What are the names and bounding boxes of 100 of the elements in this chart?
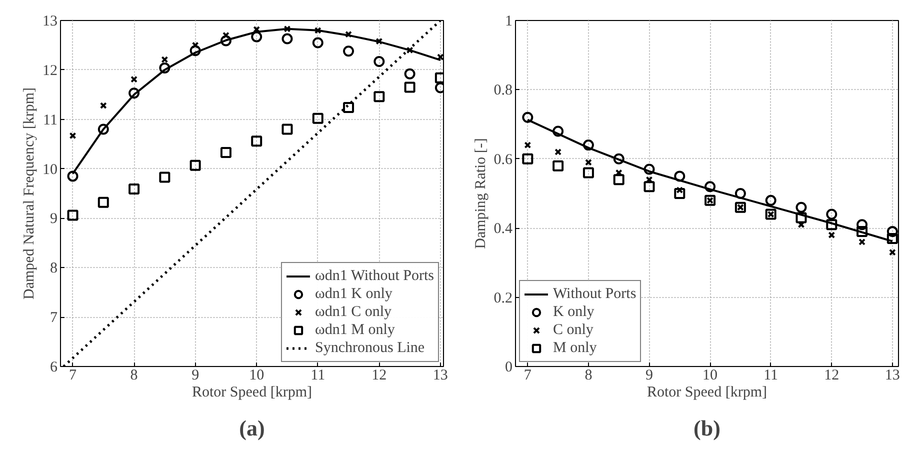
- x-tick-label: 12: [824, 368, 840, 384]
- point: [584, 158, 592, 166]
- point: [343, 46, 354, 57]
- point: [734, 188, 746, 199]
- point: [98, 196, 109, 208]
- y-tick-label: 0.6: [494, 152, 513, 168]
- x-tick-label: 9: [192, 368, 200, 384]
- legend-label: M only: [553, 339, 597, 357]
- y-tick-label: 11: [43, 112, 58, 128]
- point: [190, 45, 201, 56]
- point: [282, 124, 293, 135]
- point: [220, 35, 232, 46]
- point: [582, 167, 594, 178]
- point: [765, 194, 776, 206]
- point: [374, 91, 385, 102]
- y-tick-label: 10: [42, 162, 58, 178]
- point: [796, 212, 807, 224]
- y-tick-label: 7: [50, 310, 58, 326]
- point: [312, 112, 324, 124]
- point: [826, 208, 838, 220]
- point: [282, 33, 293, 44]
- x-tick-label: 12: [372, 368, 387, 384]
- point: [826, 219, 838, 230]
- x-tick-label: 11: [310, 368, 326, 384]
- x-tick-label: 13: [884, 368, 900, 384]
- point: [704, 181, 716, 192]
- point: [130, 76, 138, 83]
- point: [886, 232, 898, 244]
- y-tick-label: 6: [50, 360, 58, 376]
- point: [314, 26, 322, 34]
- point: [406, 46, 414, 54]
- point: [67, 210, 78, 221]
- y-tick-label: 0: [505, 360, 512, 376]
- point: [284, 25, 291, 32]
- legend-label: Without Ports: [553, 285, 636, 303]
- point: [674, 188, 686, 199]
- y-tick-label: 0.2: [494, 290, 512, 306]
- point: [220, 146, 232, 158]
- x-tick-label: 7: [524, 368, 532, 384]
- point: [128, 88, 140, 99]
- legend-label: ωdn1 K only: [314, 285, 392, 303]
- y-tick-label: 1: [505, 14, 512, 30]
- y-tick-label: 8: [50, 260, 58, 277]
- point: [374, 56, 385, 68]
- x-tick-label: 8: [130, 368, 138, 384]
- x-tick-label: 10: [702, 368, 718, 384]
- x-tick-label: 13: [432, 368, 448, 384]
- point: [69, 132, 76, 140]
- point: [376, 38, 383, 45]
- point: [522, 153, 534, 164]
- point: [404, 82, 416, 93]
- y-tick-label: 9: [50, 211, 58, 228]
- point: [524, 142, 532, 149]
- point: [522, 112, 534, 123]
- point: [856, 226, 868, 238]
- point: [190, 160, 201, 171]
- point: [796, 202, 807, 213]
- legend-label: Synchronous Line: [314, 339, 425, 357]
- x-tick-label: 9: [645, 368, 653, 384]
- point: [552, 160, 564, 172]
- point: [159, 62, 170, 74]
- x-axis-title: Rotor Speed [krpm]: [647, 384, 767, 400]
- x-tick-label: 8: [584, 368, 592, 384]
- point: [67, 170, 78, 182]
- point: [888, 248, 896, 256]
- point: [674, 170, 686, 182]
- point: [582, 140, 594, 151]
- point: [159, 172, 170, 183]
- y-tick-label: 13: [42, 14, 58, 30]
- x-tick-label: 10: [249, 368, 264, 384]
- point: [644, 181, 655, 192]
- point: [613, 153, 624, 164]
- point: [404, 68, 416, 80]
- point: [828, 232, 836, 238]
- point: [251, 136, 262, 147]
- point: [644, 164, 655, 175]
- legend-label: C only: [553, 321, 594, 339]
- y-tick-label: 12: [42, 62, 58, 79]
- point: [858, 238, 866, 246]
- legend-label: ωdn1 M only: [314, 321, 395, 339]
- point: [161, 56, 168, 64]
- point: [312, 37, 324, 48]
- legend-label: ωdn1 Without Ports: [314, 267, 434, 285]
- y-tick-label: 0.4: [494, 221, 513, 238]
- point: [613, 174, 624, 186]
- x-axis-title: Rotor Speed [krpm]: [192, 384, 312, 400]
- point: [554, 148, 562, 156]
- point: [128, 184, 140, 195]
- point: [98, 124, 109, 135]
- y-axis-title: Damping Ratio [-]: [472, 138, 489, 249]
- point: [100, 102, 107, 109]
- point: [345, 30, 352, 38]
- x-tick-label: 7: [69, 368, 78, 384]
- point: [251, 31, 262, 42]
- text: (a): [239, 416, 265, 440]
- x-tick-label: 11: [764, 368, 778, 384]
- text: (b): [694, 416, 720, 440]
- legend-label: K only: [553, 303, 594, 321]
- point: [552, 126, 564, 137]
- y-tick-label: 0.8: [494, 82, 512, 99]
